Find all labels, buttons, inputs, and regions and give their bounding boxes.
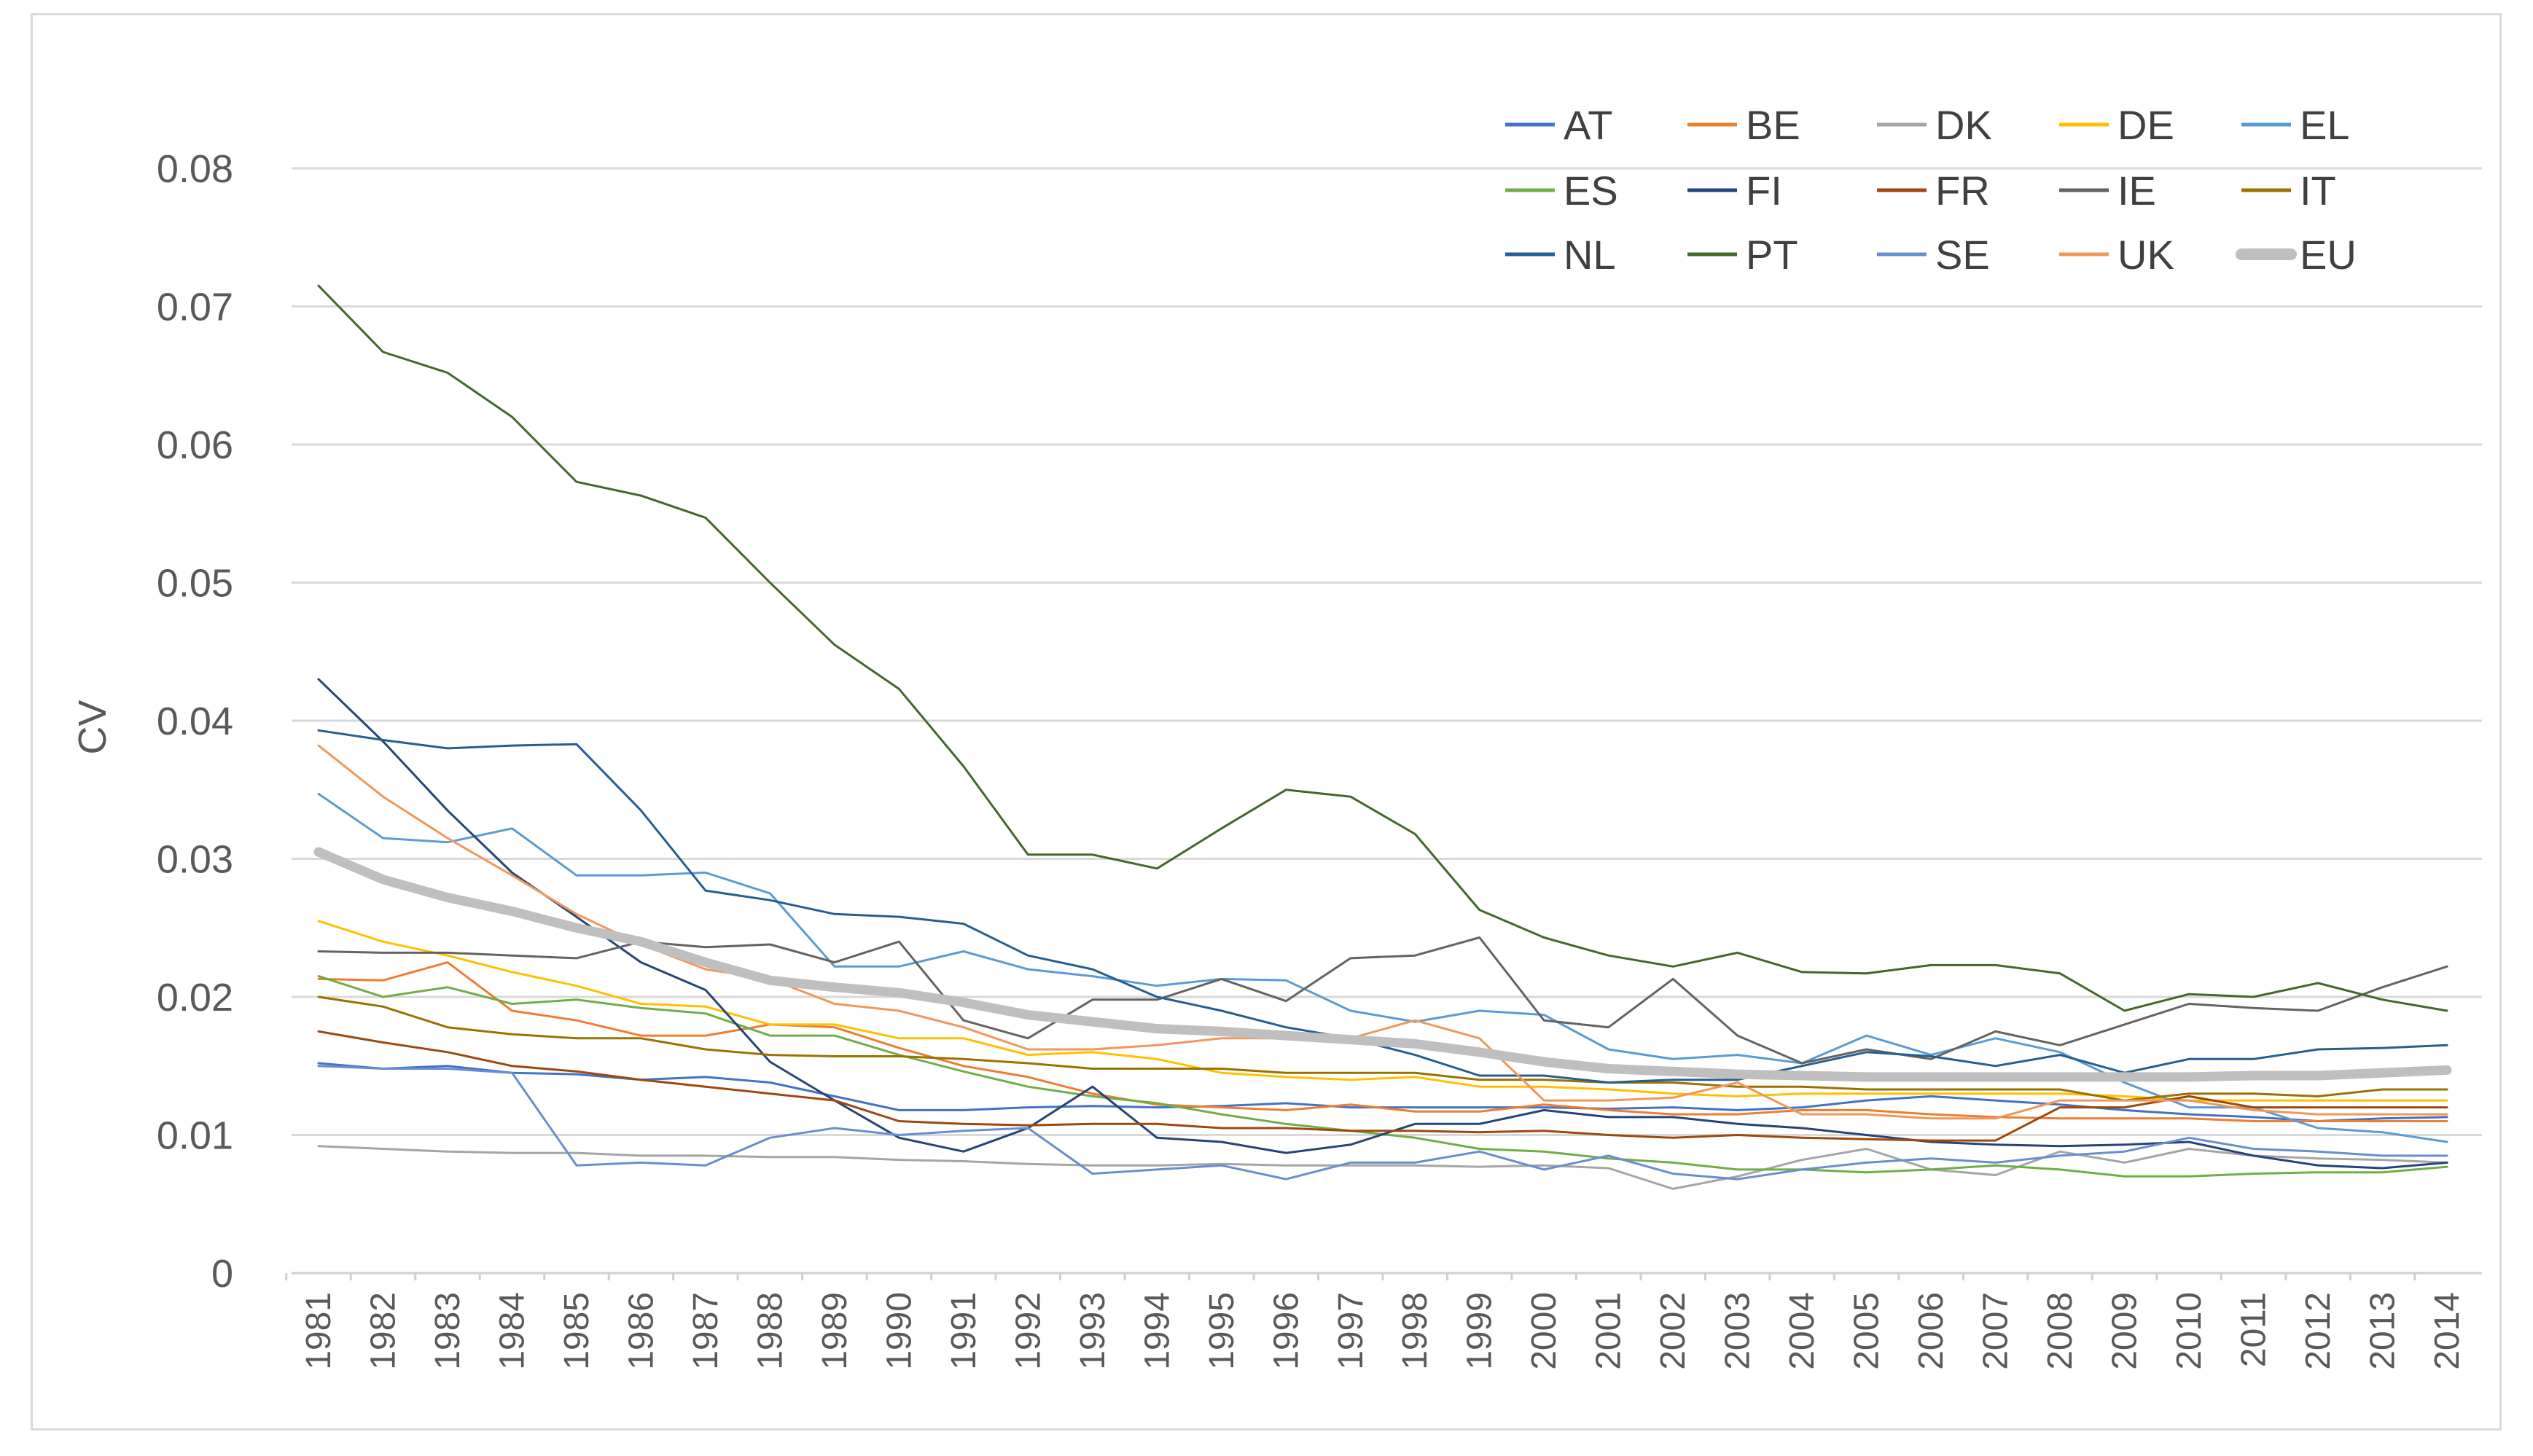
series-line-pt [317,284,2448,1012]
x-tick-label: 2012 [2299,1292,2338,1370]
y-tick-label: 0.07 [157,286,233,329]
x-tick-label: 1994 [1138,1292,1176,1370]
series-line-it [317,995,2448,1102]
x-tick-label: 2006 [1912,1292,1951,1370]
x-tick-label: 1992 [1009,1292,1047,1370]
series-line-eu [313,847,2452,1082]
x-tick-label: 2008 [2041,1292,2080,1370]
series-line-dk [317,1145,2448,1190]
y-tick-label: 0.04 [157,700,233,743]
legend-label-pt: PT [1746,232,1798,278]
series-line-fr [317,1030,2448,1142]
legend-label-fi: FI [1746,168,1782,214]
x-tick-label: 2011 [2235,1292,2274,1367]
chart-frame: 0 0.01 0.02 0.03 0.04 0.05 0.06 0.07 0.08 1981 19… [31,13,2502,1430]
legend-label-ie: IE [2118,168,2156,214]
series-line-se [317,1065,2448,1181]
x-tick-label: 1995 [1203,1292,1241,1370]
x-tick-label: 1990 [880,1292,918,1370]
x-tick-label: 2014 [2428,1292,2467,1370]
x-tick-label: 1985 [558,1292,596,1370]
legend-label-es: ES [1564,168,1618,214]
legend-label-el: EL [2300,102,2350,148]
legend-label-dk: DK [1935,102,1992,148]
x-tick-label: 2000 [1525,1292,1564,1370]
x-tick-label: 2013 [2364,1292,2403,1370]
x-tick-label: 1984 [493,1292,531,1370]
legend-label-se: SE [1935,232,1990,278]
x-tick-label: 1989 [816,1292,854,1370]
x-tick-label: 2004 [1783,1292,1822,1370]
y-tick-label: 0 [211,1252,233,1296]
legend-label-it: IT [2300,168,2336,214]
x-tick-label: 1983 [429,1292,467,1370]
y-axis-ticks: 0 0.01 0.02 0.03 0.04 0.05 0.06 0.07 0.08 [157,147,233,1296]
series-line-fi [317,678,2448,1170]
legend-label-de: DE [2118,102,2174,148]
legend-label-uk: UK [2118,232,2174,278]
x-axis-ticks: 1981 1982 1983 1984 1985 1986 1987 1988 1989 1990… [285,1273,2467,1370]
x-tick-label: 1981 [300,1292,338,1370]
series-line-nl [317,729,2448,1084]
legend-label-fr: FR [1935,168,1990,214]
x-tick-label: 2003 [1719,1292,1757,1370]
x-tick-label: 1997 [1332,1292,1370,1370]
x-tick-label: 2009 [2106,1292,2144,1370]
y-tick-label: 0.03 [157,838,233,882]
x-tick-label: 1988 [751,1292,789,1370]
y-axis-label: CV [71,700,114,754]
x-tick-label: 2010 [2170,1292,2209,1370]
grid-lines [292,167,2482,1275]
x-tick-label: 1998 [1396,1292,1435,1370]
y-tick-label: 0.05 [157,562,233,606]
x-tick-label: 1991 [945,1292,983,1370]
legend-label-at: AT [1564,102,1612,148]
y-tick-label: 0.06 [157,423,233,467]
x-tick-label: 2005 [1848,1292,1886,1370]
x-tick-label: 1982 [364,1292,402,1370]
x-tick-label: 1986 [622,1292,660,1370]
series-line-uk [317,744,2448,1120]
x-tick-label: 1996 [1267,1292,1305,1370]
legend: AT BE DK DE EL ES FI FR IE IT NL PT SE UK EU [1505,102,2357,278]
legend-label-be: BE [1746,102,1800,148]
x-tick-label: 1987 [687,1292,725,1370]
x-tick-label: 2002 [1654,1292,1693,1370]
line-chart: 00.010.020.030.040.050.060.070.08 1981 19… [71,102,2482,1370]
legend-label-eu: EU [2300,232,2357,278]
y-tick-label: 0.02 [157,976,233,1019]
legend-label-nl: NL [1564,232,1616,278]
series-line-ie [317,936,2448,1065]
series-line-be [317,961,2448,1122]
series-lines [313,284,2452,1190]
series-line-el [317,792,2448,1143]
y-tick-label: 0.01 [157,1114,233,1158]
x-tick-label: 2007 [1977,1292,2015,1370]
x-tick-label: 1993 [1074,1292,1112,1370]
x-tick-label: 2001 [1590,1292,1628,1370]
y-tick-label: 0.08 [157,147,233,191]
x-tick-label: 1999 [1461,1292,1499,1370]
